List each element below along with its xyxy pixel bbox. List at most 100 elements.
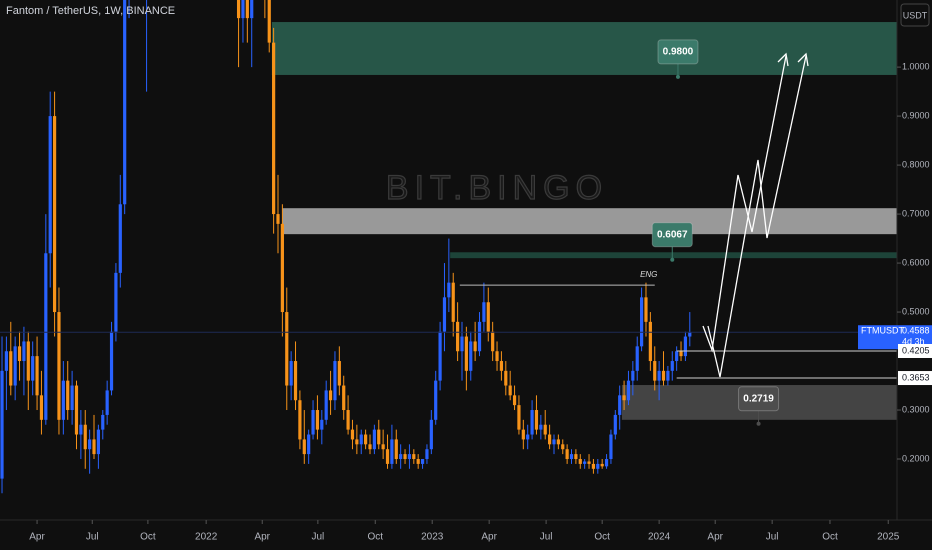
candle-body bbox=[245, 0, 249, 19]
arrow-path bbox=[707, 55, 807, 378]
level-tag bbox=[898, 343, 932, 358]
candle-body bbox=[44, 253, 48, 420]
candle-body bbox=[320, 419, 324, 430]
candle-body bbox=[342, 385, 346, 411]
candle-body bbox=[399, 454, 403, 460]
arrow-head bbox=[797, 52, 809, 67]
candle-body bbox=[512, 395, 517, 406]
candle-body bbox=[109, 331, 114, 391]
candle-body bbox=[460, 336, 464, 352]
candle-body bbox=[4, 351, 8, 371]
x-tick-label: Jul bbox=[311, 532, 324, 543]
level-label: 0.3653 bbox=[902, 372, 930, 382]
candle-body bbox=[289, 361, 293, 386]
target-label: 0.9800 bbox=[663, 47, 694, 58]
candle-body bbox=[434, 380, 438, 420]
candle-body bbox=[661, 370, 666, 381]
candles bbox=[0, 0, 692, 494]
candle-body bbox=[526, 434, 530, 440]
candle-body bbox=[653, 361, 657, 381]
candle-body bbox=[626, 380, 631, 401]
candle-body bbox=[333, 361, 337, 401]
candle-body bbox=[565, 449, 569, 460]
candle-body bbox=[631, 370, 635, 381]
candle-body bbox=[17, 346, 22, 362]
candle-body bbox=[66, 380, 70, 411]
y-tick-label: 0.8000 bbox=[902, 159, 930, 169]
candle-body bbox=[48, 116, 52, 254]
candle-body bbox=[13, 346, 17, 386]
candle-body bbox=[79, 424, 83, 435]
chart-title: Fantom / TetherUS, 1W, BINANCE bbox=[6, 5, 175, 17]
y-tick-label: 1.0000 bbox=[902, 61, 930, 71]
candle-body bbox=[473, 341, 477, 352]
candle-body bbox=[368, 444, 372, 450]
arrow-head bbox=[777, 52, 789, 67]
candle-body bbox=[307, 434, 311, 455]
candle-body bbox=[596, 463, 600, 469]
x-tick-label: 2025 bbox=[877, 532, 900, 543]
candle-body bbox=[101, 414, 105, 430]
candle-body bbox=[569, 454, 574, 460]
candle-body bbox=[447, 282, 451, 298]
candle-body bbox=[241, 0, 245, 19]
candle-body bbox=[70, 385, 74, 411]
candle-body bbox=[83, 424, 87, 450]
candle-body bbox=[644, 297, 648, 322]
level-tag bbox=[898, 371, 932, 386]
candle-body bbox=[0, 370, 4, 479]
projection-arrows bbox=[702, 52, 809, 378]
candle-body bbox=[403, 454, 407, 460]
currency-button[interactable] bbox=[900, 3, 930, 27]
candle-body bbox=[583, 461, 587, 464]
x-tick-label: Apr bbox=[481, 532, 497, 543]
candle-body bbox=[39, 395, 44, 420]
price-symbol: FTMUSDT bbox=[861, 326, 904, 336]
candle-body bbox=[26, 341, 30, 381]
target-label: 0.2719 bbox=[743, 393, 774, 404]
y-tick-label: 0.2000 bbox=[902, 453, 930, 463]
candle-body bbox=[442, 297, 447, 332]
candle-body bbox=[394, 439, 398, 460]
candle-body bbox=[618, 395, 622, 415]
overlays: ENG 0.9800 0.6067 0.2719 bbox=[0, 39, 897, 426]
candle-body bbox=[315, 410, 320, 430]
candle-body bbox=[429, 419, 433, 450]
target-box bbox=[657, 39, 699, 65]
zone bbox=[271, 22, 897, 75]
x-tick-label: Oct bbox=[367, 532, 383, 543]
candle-body bbox=[613, 414, 617, 435]
x-tick-label: Jul bbox=[540, 532, 553, 543]
candle-body bbox=[574, 454, 578, 460]
candle-body bbox=[600, 463, 604, 467]
x-tick-label: Jul bbox=[766, 532, 779, 543]
candle-body bbox=[679, 351, 683, 357]
candle-body bbox=[464, 336, 468, 371]
candle-body bbox=[539, 424, 543, 430]
x-tick-label: 2022 bbox=[195, 532, 218, 543]
candle-body bbox=[118, 204, 122, 273]
candle-body bbox=[640, 297, 644, 347]
candle-body bbox=[469, 341, 473, 371]
candle-body bbox=[482, 302, 486, 322]
candle-body bbox=[272, 42, 276, 215]
price-value: 0.4588 bbox=[902, 326, 930, 336]
candle-body bbox=[451, 282, 455, 322]
currency-label[interactable]: USDT bbox=[903, 10, 928, 20]
candle-body bbox=[105, 390, 109, 415]
candle-body bbox=[648, 321, 652, 362]
x-tick-label: 2023 bbox=[421, 532, 444, 543]
candle-body bbox=[355, 439, 359, 445]
candle-body bbox=[657, 370, 661, 381]
candle-body bbox=[311, 410, 315, 435]
x-tick-label: 2024 bbox=[648, 532, 671, 543]
candle-body bbox=[96, 429, 100, 455]
y-tick-label: 0.7000 bbox=[902, 208, 930, 218]
candle-body bbox=[337, 361, 341, 386]
candle-body bbox=[372, 429, 376, 450]
candle-body bbox=[328, 390, 333, 401]
candle-body bbox=[114, 272, 118, 332]
eng-label: ENG bbox=[640, 270, 657, 279]
candle-body bbox=[293, 361, 298, 401]
